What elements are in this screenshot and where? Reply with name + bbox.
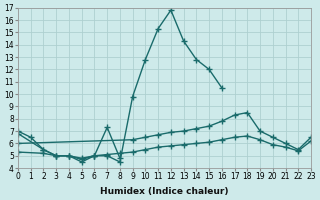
X-axis label: Humidex (Indice chaleur): Humidex (Indice chaleur) [100,187,229,196]
